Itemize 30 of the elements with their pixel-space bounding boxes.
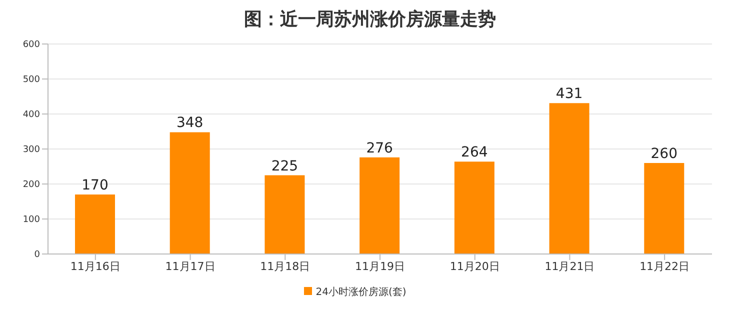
legend-label: 24小时涨价房源(套) [316,287,406,298]
data-label: 225 [271,158,298,174]
data-label: 276 [366,140,394,156]
x-tick-label: 11月21日 [544,260,595,273]
bar [75,194,115,254]
x-tick-label: 11月20日 [450,260,500,273]
data-label: 264 [461,144,488,161]
x-tick-label: 11月19日 [355,260,405,273]
y-tick-label: 100 [22,215,40,226]
x-tick-label: 11月18日 [260,260,310,273]
y-tick-label: 600 [22,40,40,50]
y-tick-label: 500 [22,75,40,86]
x-tick-label: 11月22日 [640,260,690,273]
y-tick-label: 400 [22,110,40,120]
bar [264,175,305,254]
bar [170,132,210,254]
y-tick-label: 300 [22,145,40,156]
y-tick-label: 200 [22,180,40,190]
data-label: 170 [82,178,108,194]
data-label: 348 [176,115,204,132]
chart-title: 图：近一周苏州涨价房源量走势 [243,8,497,32]
bar [360,157,400,254]
y-tick-label: 0 [34,250,40,260]
bar [454,162,494,254]
data-label: 260 [650,146,678,162]
bar [644,163,684,254]
data-label: 431 [556,86,583,102]
bar [549,103,590,254]
x-tick-label: 11月16日 [70,260,120,273]
x-tick-label: 11月17日 [165,260,216,273]
